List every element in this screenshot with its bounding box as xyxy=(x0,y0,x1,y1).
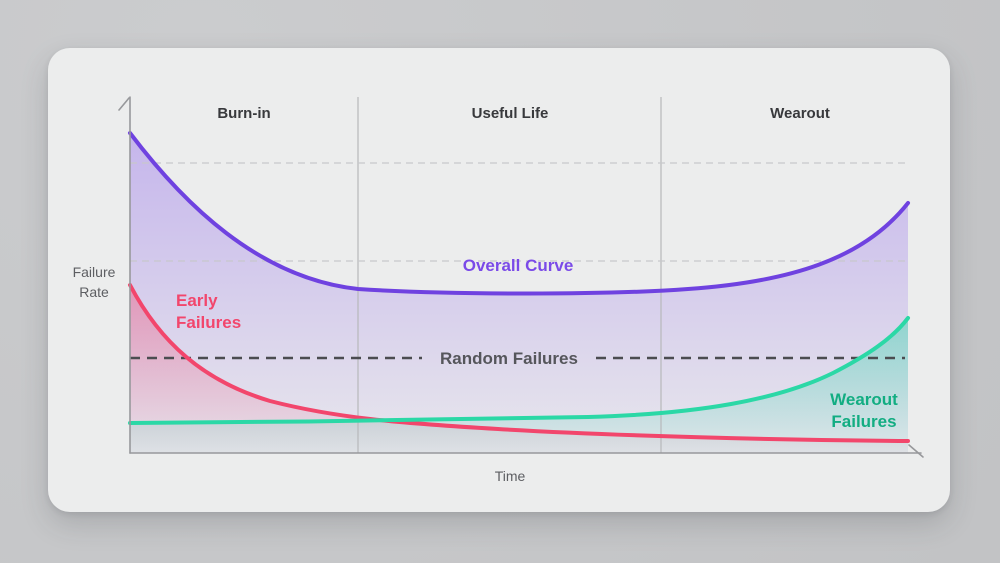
overall-curve-label: Overall Curve xyxy=(463,256,574,275)
wearout-failures-label-line2: Failures xyxy=(831,412,896,431)
bathtub-curve-chart: Burn-in Useful Life Wearout Failure Rate… xyxy=(73,96,924,484)
early-failures-label-line1: Early xyxy=(176,291,218,310)
phase-label-wearout: Wearout xyxy=(770,105,830,122)
x-axis-arrowhead-icon xyxy=(908,444,924,458)
early-failures-label-line2: Failures xyxy=(176,313,241,332)
y-axis-arrowhead-icon xyxy=(118,97,130,111)
wearout-failures-curve xyxy=(128,316,910,425)
chart-card: Burn-in Useful Life Wearout Failure Rate… xyxy=(48,48,950,512)
random-failures-label: Random Failures xyxy=(440,349,578,368)
wearout-failures-label-line1: Wearout xyxy=(830,390,898,409)
phase-label-useful-life: Useful Life xyxy=(472,105,549,122)
overall-curve-area xyxy=(130,133,908,453)
wearout-failures-area xyxy=(130,318,908,453)
y-axis-label-line1: Failure xyxy=(73,264,116,280)
early-failures-curve xyxy=(128,283,910,443)
x-axis-label: Time xyxy=(495,468,526,484)
y-axis-label-line2: Rate xyxy=(79,284,109,300)
overall-curve xyxy=(128,131,910,296)
phase-label-burn-in: Burn-in xyxy=(217,105,270,122)
